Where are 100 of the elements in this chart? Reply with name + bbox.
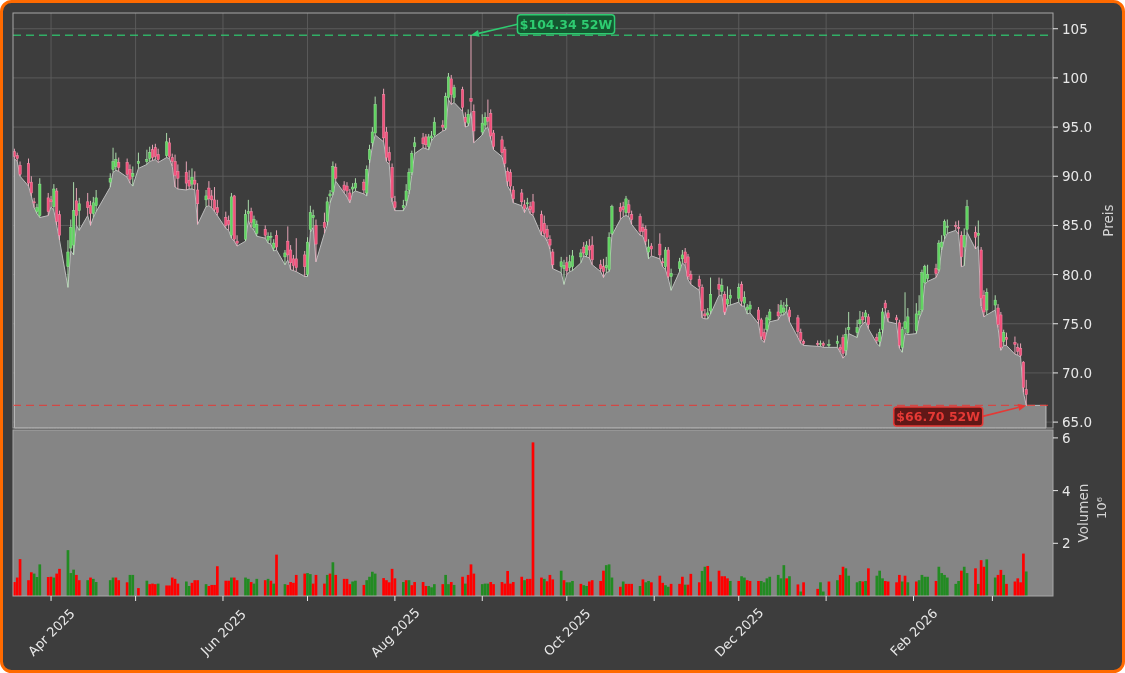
candlestick bbox=[974, 225, 977, 250]
candlestick bbox=[480, 113, 484, 136]
y-tick-label: 90.0 bbox=[1062, 168, 1093, 185]
bar bbox=[585, 585, 588, 596]
candlestick bbox=[827, 339, 831, 348]
bar bbox=[294, 574, 298, 596]
bar bbox=[148, 584, 152, 596]
bar bbox=[441, 584, 445, 596]
bar bbox=[974, 568, 977, 596]
bar bbox=[737, 580, 741, 596]
bar bbox=[571, 580, 574, 596]
y-tick-label: 4 bbox=[1062, 482, 1071, 499]
candlestick bbox=[590, 235, 594, 266]
bar bbox=[619, 586, 622, 596]
bar bbox=[960, 570, 963, 596]
y-tick-label: 75.0 bbox=[1062, 315, 1093, 332]
bar bbox=[137, 588, 140, 596]
candlestick bbox=[77, 197, 81, 231]
bar bbox=[444, 574, 447, 596]
candlestick bbox=[266, 231, 270, 244]
bar bbox=[630, 583, 633, 596]
y-tick-label: 105 bbox=[1062, 20, 1088, 37]
candlestick bbox=[249, 207, 253, 228]
candlestick bbox=[368, 144, 371, 164]
y-tick-label: 70.0 bbox=[1062, 364, 1093, 381]
candlestick bbox=[669, 268, 673, 291]
bar bbox=[697, 582, 701, 596]
bar bbox=[551, 579, 555, 596]
bar bbox=[255, 578, 259, 596]
bar bbox=[945, 577, 949, 596]
y-tick-label: 85.0 bbox=[1062, 217, 1093, 234]
bar bbox=[802, 582, 805, 596]
bar bbox=[75, 574, 78, 596]
bar bbox=[1022, 553, 1025, 596]
candlestick bbox=[737, 282, 741, 303]
bar bbox=[165, 585, 168, 596]
bar bbox=[898, 574, 901, 596]
bar bbox=[658, 575, 662, 596]
bar bbox=[492, 584, 495, 596]
text: 10⁶ bbox=[1093, 497, 1109, 519]
candlestick bbox=[74, 187, 78, 226]
bar bbox=[689, 573, 693, 596]
bar bbox=[216, 566, 219, 596]
bar bbox=[38, 564, 42, 596]
bar bbox=[1024, 571, 1028, 596]
candlestick bbox=[46, 192, 50, 217]
bar bbox=[511, 582, 515, 596]
bar bbox=[185, 581, 188, 596]
bar bbox=[836, 580, 839, 596]
bar bbox=[373, 573, 377, 596]
bar bbox=[309, 574, 312, 596]
bar bbox=[867, 568, 870, 596]
bar bbox=[588, 581, 591, 596]
candlestick bbox=[131, 165, 135, 187]
candlestick bbox=[844, 327, 848, 356]
bar bbox=[962, 566, 966, 596]
bar bbox=[520, 576, 524, 596]
bar bbox=[196, 580, 199, 596]
bar bbox=[433, 584, 436, 596]
candlestick bbox=[32, 197, 36, 209]
candlestick bbox=[638, 213, 642, 236]
candlestick bbox=[551, 248, 555, 270]
candlestick bbox=[542, 215, 546, 237]
candlestick bbox=[421, 132, 425, 149]
bar bbox=[740, 576, 743, 596]
bar bbox=[816, 588, 819, 596]
y-tick-label: 2 bbox=[1062, 535, 1071, 552]
bar bbox=[58, 568, 61, 596]
candlestick bbox=[461, 86, 464, 112]
candlestick bbox=[303, 250, 307, 277]
candlestick bbox=[976, 220, 980, 247]
candlestick bbox=[156, 148, 160, 163]
candlestick bbox=[644, 224, 648, 246]
candlestick bbox=[322, 212, 326, 234]
bar bbox=[368, 576, 371, 596]
y-tick-label: 100 bbox=[1062, 69, 1088, 86]
candlestick bbox=[184, 161, 188, 191]
bar bbox=[976, 583, 980, 596]
bar bbox=[461, 576, 464, 596]
candlestick bbox=[579, 248, 583, 264]
bar bbox=[559, 570, 563, 596]
candlestick bbox=[934, 263, 938, 278]
bar bbox=[354, 580, 357, 596]
y-tick-label: 65.0 bbox=[1062, 414, 1093, 431]
bar bbox=[954, 583, 958, 596]
candlestick bbox=[506, 166, 510, 187]
bar bbox=[681, 576, 684, 596]
bar bbox=[464, 583, 467, 596]
candlestick bbox=[562, 259, 566, 285]
candlestick bbox=[314, 219, 318, 263]
candlestick bbox=[658, 232, 662, 260]
bar bbox=[410, 585, 414, 596]
bar bbox=[334, 574, 338, 596]
candlestick bbox=[111, 147, 115, 173]
bar bbox=[365, 580, 369, 596]
y-axis-title: Preis bbox=[1100, 204, 1117, 237]
bar bbox=[382, 578, 385, 596]
candlestick bbox=[985, 287, 989, 316]
candlestick bbox=[709, 277, 713, 315]
y-axis-title: Volumen bbox=[1074, 483, 1091, 543]
